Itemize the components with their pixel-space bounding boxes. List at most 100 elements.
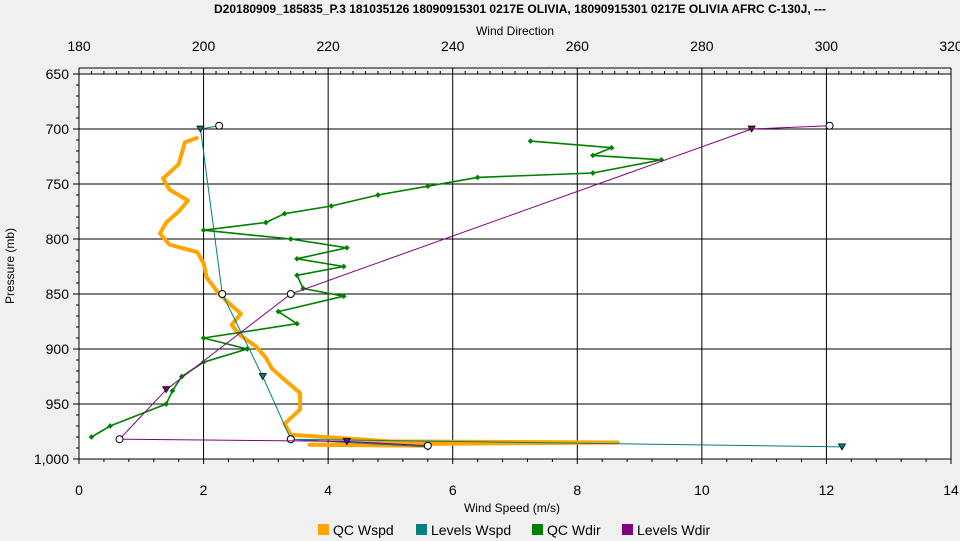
data-point — [342, 438, 352, 446]
legend-swatch — [318, 524, 329, 535]
data-point — [298, 407, 302, 412]
top-tick-label: 220 — [316, 38, 340, 54]
bottom-tick-label: 0 — [75, 482, 83, 498]
data-point — [218, 290, 227, 298]
data-point — [178, 373, 185, 380]
data-point — [287, 236, 294, 242]
data-point — [254, 345, 259, 349]
y-axis-label: Pressure (mb) — [3, 228, 17, 304]
series-levels-wspd — [196, 121, 847, 451]
legend-label: QC Wdir — [547, 522, 601, 538]
legend-swatch — [622, 524, 633, 535]
data-point — [183, 140, 187, 144]
data-point — [205, 275, 209, 280]
data-point — [196, 125, 205, 133]
data-point — [161, 176, 165, 181]
data-point — [107, 423, 113, 429]
top-tick-label: 200 — [192, 38, 216, 54]
data-point — [275, 308, 282, 315]
series-line — [200, 125, 843, 448]
bottom-tick-label: 8 — [573, 482, 581, 498]
y-tick-label: 850 — [46, 286, 70, 302]
bottom-axis-label: Wind Speed (m/s) — [464, 501, 560, 515]
data-point — [158, 231, 162, 236]
data-point — [294, 320, 300, 327]
y-tick-label: 950 — [46, 396, 70, 412]
y-tick-label: 800 — [46, 231, 70, 247]
plot-border — [78, 73, 952, 460]
legend-label: QC Wspd — [333, 522, 394, 538]
data-point — [344, 244, 350, 251]
data-point — [294, 255, 300, 262]
y-tick-label: 650 — [46, 66, 70, 82]
legend-swatch — [416, 524, 427, 535]
legend-label: Levels Wspd — [431, 522, 511, 538]
legend-item: Levels Wdir — [622, 522, 710, 538]
data-point — [270, 367, 274, 371]
data-point — [115, 435, 124, 444]
data-point — [264, 356, 268, 360]
data-point — [201, 261, 206, 265]
legend-item: QC Wspd — [318, 522, 394, 538]
data-point — [258, 373, 267, 381]
data-point — [230, 323, 234, 327]
data-point — [307, 443, 312, 447]
data-point — [226, 301, 231, 305]
data-point — [177, 162, 181, 166]
bottom-tick-label: 14 — [943, 482, 959, 498]
data-point — [590, 152, 596, 159]
data-point — [282, 378, 287, 382]
data-point — [340, 293, 347, 300]
legend-item: QC Wdir — [532, 522, 601, 538]
data-point — [167, 242, 171, 247]
bottom-tick-label: 12 — [819, 482, 835, 498]
data-point — [88, 434, 95, 440]
top-tick-label: 280 — [690, 38, 714, 54]
bottom-tick-label: 10 — [694, 482, 710, 498]
data-point — [177, 209, 181, 214]
data-point — [294, 272, 300, 279]
data-point — [239, 334, 243, 338]
data-point — [825, 121, 834, 130]
data-point — [474, 174, 481, 181]
top-axis-label: Wind Direction — [476, 24, 554, 38]
y-tick-label: 700 — [46, 121, 70, 137]
data-point — [286, 290, 295, 298]
data-point — [200, 227, 207, 234]
legend: QC Wspd Levels Wspd QC Wdir Levels Wdir — [318, 522, 710, 538]
data-point — [608, 144, 615, 151]
y-tick-label: 1,000 — [34, 451, 69, 467]
data-point — [186, 198, 190, 203]
data-point — [239, 312, 243, 316]
series-qc-wspd — [158, 135, 620, 448]
legend-item: Levels Wspd — [416, 522, 511, 538]
data-point — [424, 183, 431, 190]
y-tick-label: 750 — [46, 176, 70, 192]
plot-area: 0 2 4 6 8 10 12 14 180 200 220 240 260 280 300 320 650 70… — [34, 38, 960, 498]
data-point — [200, 359, 207, 366]
data-point — [340, 263, 347, 270]
top-tick-label: 300 — [815, 38, 839, 54]
data-point — [527, 138, 534, 144]
bottom-tick-label: 2 — [200, 482, 208, 498]
bottom-tick-label: 4 — [324, 482, 332, 498]
data-point — [163, 401, 170, 407]
data-point — [298, 391, 302, 395]
top-tick-label: 320 — [939, 38, 960, 54]
data-point — [423, 441, 432, 450]
top-tick-label: 180 — [67, 38, 91, 54]
top-tick-label: 240 — [441, 38, 465, 54]
data-point — [263, 219, 269, 226]
data-point — [244, 346, 250, 352]
top-tick-label: 260 — [566, 38, 590, 54]
legend-swatch — [532, 524, 543, 535]
data-point — [837, 443, 847, 451]
data-point — [328, 203, 335, 209]
data-point — [162, 386, 171, 394]
plot-background — [79, 74, 951, 459]
data-point — [747, 125, 756, 133]
data-point — [215, 121, 224, 130]
data-point — [169, 387, 176, 394]
